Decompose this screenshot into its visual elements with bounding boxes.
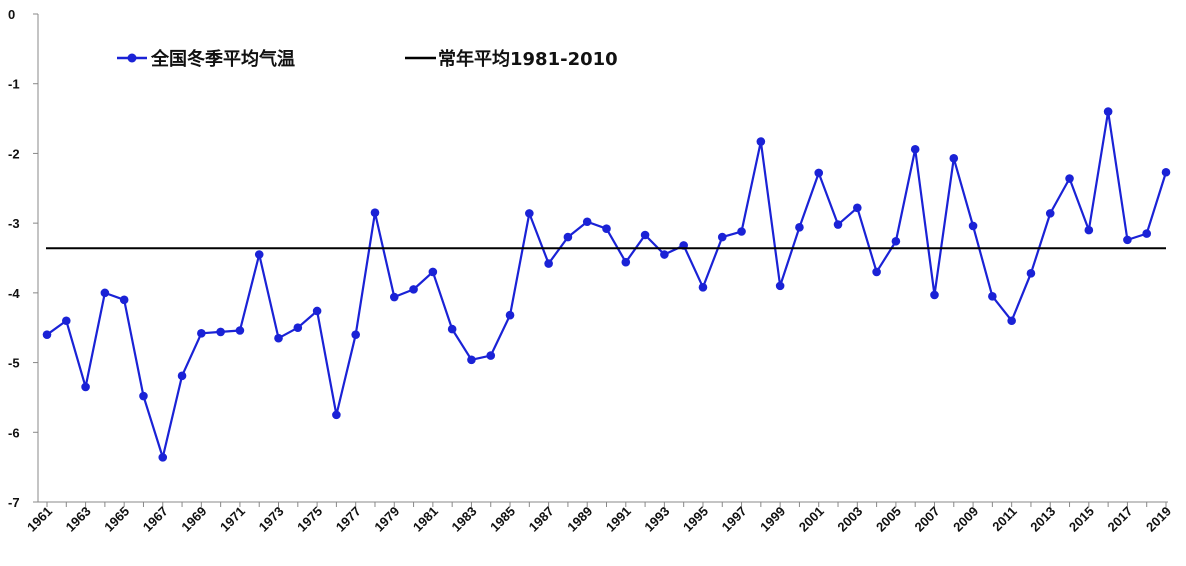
data-point xyxy=(544,259,553,268)
data-point xyxy=(61,316,71,326)
y-axis-ticks: 0 -1 -2 -3 -4 -5 -6 -7 xyxy=(8,7,38,510)
data-point xyxy=(1065,174,1074,183)
legend-label-series-2: 常年平均1981-2010 xyxy=(438,48,618,70)
data-point xyxy=(640,230,650,240)
data-point xyxy=(177,371,187,381)
data-point xyxy=(505,310,515,320)
data-point xyxy=(795,223,804,232)
series-layer xyxy=(42,107,1171,462)
data-point xyxy=(814,168,824,178)
data-point xyxy=(563,232,573,242)
data-point xyxy=(409,285,418,294)
data-point xyxy=(370,208,380,217)
data-point xyxy=(274,333,283,343)
y-tick-label: -2 xyxy=(8,146,20,161)
data-point xyxy=(775,281,785,291)
y-tick-label: -3 xyxy=(8,216,20,231)
data-point xyxy=(930,290,939,300)
data-point xyxy=(988,292,997,301)
data-point xyxy=(717,232,727,242)
data-point xyxy=(1123,235,1132,245)
data-point xyxy=(119,295,129,305)
data-point xyxy=(467,355,476,365)
y-tick-label: -7 xyxy=(8,495,20,510)
data-point xyxy=(428,267,438,277)
y-tick-label: -6 xyxy=(8,425,20,440)
data-point xyxy=(1084,225,1094,235)
data-point xyxy=(351,330,360,339)
legend-label-series-1: 全国冬季平均气温 xyxy=(150,48,295,70)
data-point xyxy=(660,250,669,259)
data-point xyxy=(968,221,978,231)
data-point xyxy=(486,351,496,360)
data-point xyxy=(582,217,592,227)
data-point xyxy=(312,306,322,316)
data-point xyxy=(254,250,264,259)
data-point xyxy=(139,391,148,401)
y-tick-label: -5 xyxy=(8,356,20,371)
data-point xyxy=(891,236,901,246)
data-point xyxy=(602,224,611,234)
data-point xyxy=(197,328,206,338)
data-point xyxy=(100,288,110,298)
data-point xyxy=(1007,316,1016,326)
data-point xyxy=(447,324,457,334)
data-point xyxy=(1103,107,1113,116)
data-point xyxy=(158,453,168,462)
axes xyxy=(37,14,1168,503)
data-point xyxy=(756,137,766,146)
data-point xyxy=(389,292,399,302)
y-tick-label: -1 xyxy=(8,77,20,92)
data-point xyxy=(910,144,920,154)
data-point xyxy=(737,227,746,236)
data-point xyxy=(332,410,341,420)
data-point xyxy=(833,220,843,229)
data-point xyxy=(698,282,708,292)
data-point xyxy=(621,257,631,267)
data-point xyxy=(1045,209,1055,218)
data-point xyxy=(1161,167,1171,177)
data-point xyxy=(81,382,90,392)
data-point xyxy=(1026,269,1036,278)
legend: 全国冬季平均气温 常年平均1981-2010 xyxy=(117,48,618,70)
data-point xyxy=(872,267,881,277)
data-point xyxy=(42,330,52,339)
legend-swatch-series-1-marker xyxy=(127,53,137,63)
data-point xyxy=(1142,229,1152,238)
y-tick-label: -4 xyxy=(8,286,20,301)
data-point xyxy=(949,154,959,163)
data-point xyxy=(293,323,303,333)
data-point xyxy=(235,326,245,335)
y-tick-label: 0 xyxy=(8,7,15,22)
data-point xyxy=(525,209,534,218)
data-point xyxy=(216,327,225,337)
data-point xyxy=(853,203,862,213)
